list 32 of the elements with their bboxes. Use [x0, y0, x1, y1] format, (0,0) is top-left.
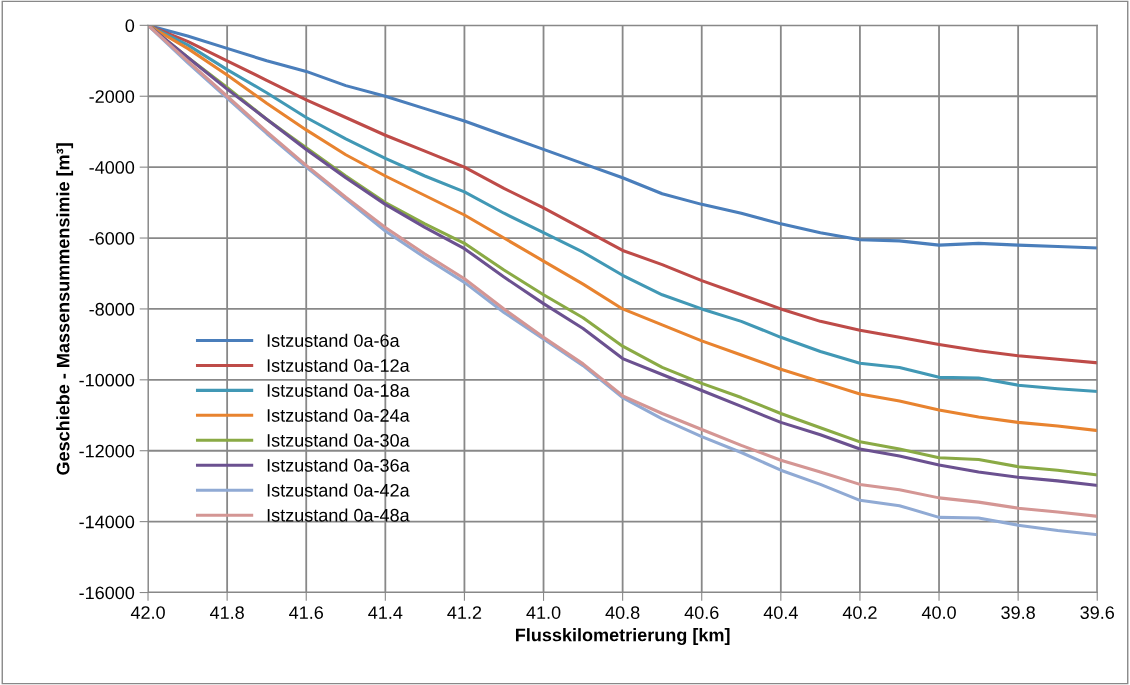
x-tick-label: 40.4	[763, 606, 798, 619]
legend-label: Istzustand 0a-48a	[267, 508, 410, 522]
x-tick-label: 40.0	[921, 606, 956, 619]
y-axis-title: Geschiebe - Massensummensimie [m³]	[56, 143, 74, 475]
y-tick-label: -8000	[89, 302, 135, 316]
x-tick-label: 40.8	[605, 606, 640, 619]
x-tick-label: 40.2	[842, 606, 877, 619]
y-tick-label: -16000	[79, 586, 135, 600]
x-axis-title: Flusskilometrierung [km]	[515, 628, 730, 646]
x-tick-label: 41.0	[526, 606, 561, 619]
x-tick-label: 41.4	[368, 606, 403, 619]
legend-label: Istzustand 0a-18a	[267, 383, 410, 397]
y-tick-label: -10000	[79, 373, 135, 387]
legend-label: Istzustand 0a-6a	[267, 333, 400, 347]
legend-label: Istzustand 0a-42a	[267, 483, 410, 497]
y-tick-label: -4000	[89, 161, 135, 174]
legend-label: Istzustand 0a-24a	[267, 408, 410, 422]
y-tick-label: -6000	[89, 231, 135, 245]
x-tick-label: 39.8	[1001, 606, 1035, 619]
x-tick-label: 41.2	[447, 606, 482, 619]
y-tick-label: -2000	[89, 90, 135, 103]
x-tick-label: 41.8	[209, 606, 244, 619]
x-tick-label: 39.6	[1080, 606, 1115, 619]
x-tick-label: 42.0	[130, 606, 165, 619]
y-tick-label: 0	[125, 19, 135, 33]
y-tick-label: -12000	[79, 444, 135, 458]
legend-label: Istzustand 0a-12a	[267, 358, 410, 372]
y-tick-label: -14000	[79, 515, 135, 529]
x-tick-label: 40.6	[684, 606, 719, 619]
legend-label: Istzustand 0a-30a	[267, 433, 410, 447]
legend-label: Istzustand 0a-36a	[267, 458, 410, 472]
x-tick-label: 41.6	[289, 606, 324, 619]
